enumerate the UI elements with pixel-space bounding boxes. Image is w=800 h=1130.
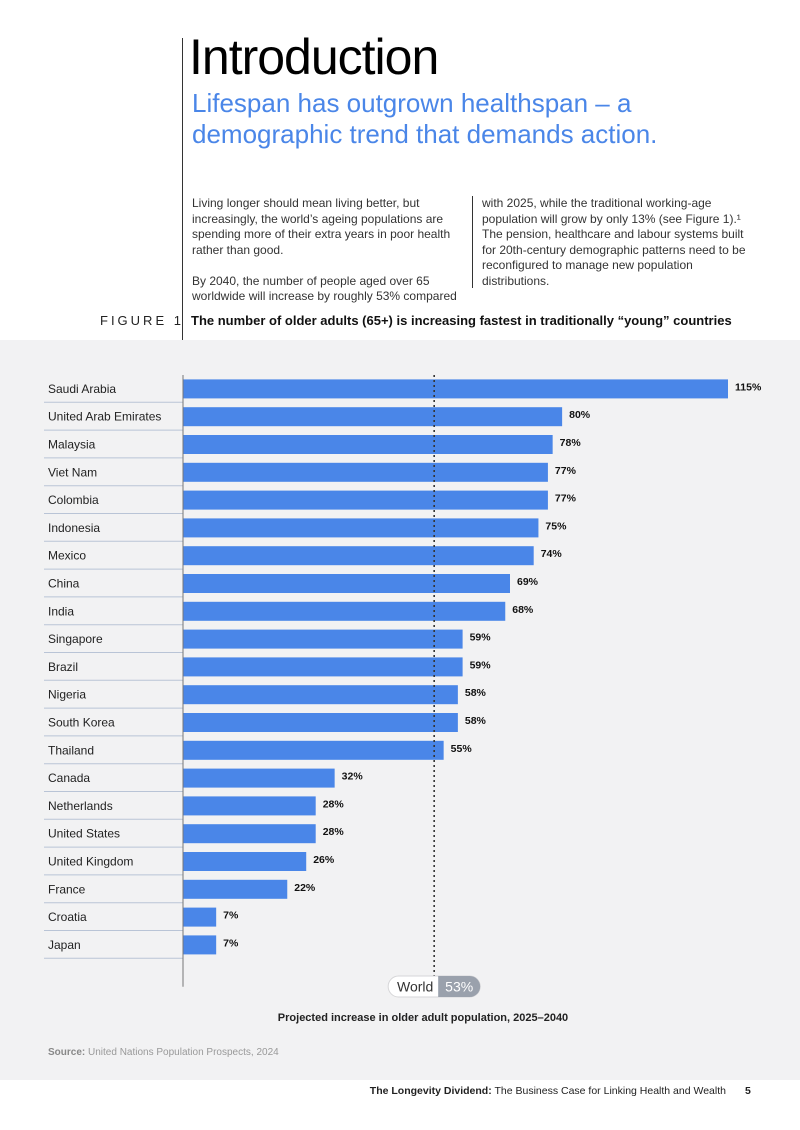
value-label: 77% bbox=[555, 465, 577, 477]
bar bbox=[183, 824, 316, 844]
value-label: 58% bbox=[465, 687, 487, 699]
category-label: Mexico bbox=[48, 549, 86, 563]
category-label: Brazil bbox=[48, 660, 78, 674]
bar bbox=[183, 879, 288, 899]
bar bbox=[183, 546, 534, 566]
bar bbox=[183, 768, 335, 788]
value-label: 69% bbox=[517, 576, 539, 588]
category-label: Indonesia bbox=[48, 521, 100, 535]
body-column-2: with 2025, while the traditional working… bbox=[472, 196, 752, 288]
source-label: Source: bbox=[48, 1047, 86, 1058]
bar bbox=[183, 490, 548, 510]
footer-title-rest: The Business Case for Linking Health and… bbox=[494, 1085, 726, 1097]
value-label: 59% bbox=[470, 659, 492, 671]
category-label: Canada bbox=[48, 771, 90, 785]
bar bbox=[183, 740, 444, 760]
world-value: 53% bbox=[445, 979, 473, 995]
body-column-1: Living longer should mean living better,… bbox=[192, 196, 467, 320]
page-number: 5 bbox=[745, 1085, 751, 1097]
value-label: 28% bbox=[323, 826, 345, 838]
bar bbox=[183, 601, 506, 621]
x-axis-label: Projected increase in older adult popula… bbox=[277, 1012, 569, 1024]
bar bbox=[183, 379, 728, 399]
world-pill-value-bg bbox=[438, 976, 481, 997]
page-title: Introduction bbox=[189, 29, 439, 85]
body-paragraph: By 2040, the number of people aged over … bbox=[192, 273, 457, 304]
category-label: India bbox=[48, 604, 74, 618]
value-label: 58% bbox=[465, 715, 487, 727]
category-label: Saudi Arabia bbox=[48, 382, 116, 396]
category-label: United Arab Emirates bbox=[48, 410, 161, 424]
category-label: South Korea bbox=[48, 716, 115, 730]
category-label: Viet Nam bbox=[48, 465, 97, 479]
source-note: Source: United Nations Population Prospe… bbox=[48, 1047, 279, 1058]
world-label: World bbox=[397, 979, 433, 995]
category-label: China bbox=[48, 577, 80, 591]
bar bbox=[183, 518, 539, 538]
figure-title: The number of older adults (65+) is incr… bbox=[191, 313, 732, 328]
bar bbox=[183, 462, 548, 482]
body-paragraph: with 2025, while the traditional working… bbox=[482, 196, 746, 288]
footer-doc-title: The Longevity Dividend: The Business Cas… bbox=[370, 1085, 726, 1097]
value-label: 22% bbox=[294, 882, 316, 894]
value-label: 74% bbox=[541, 548, 563, 560]
header-rule bbox=[182, 38, 183, 340]
value-label: 7% bbox=[223, 937, 239, 949]
footer-title-bold: The Longevity Dividend: bbox=[369, 1085, 492, 1097]
value-label: 68% bbox=[512, 604, 534, 616]
category-label: Malaysia bbox=[48, 438, 96, 452]
bar bbox=[183, 907, 217, 927]
source-text: United Nations Population Prospects, 202… bbox=[88, 1047, 279, 1058]
value-label: 26% bbox=[313, 854, 335, 866]
value-label: 77% bbox=[555, 493, 577, 505]
bar bbox=[183, 407, 563, 427]
value-label: 78% bbox=[560, 437, 582, 449]
bar bbox=[183, 574, 510, 593]
category-label: Japan bbox=[48, 938, 81, 952]
bar bbox=[183, 852, 307, 871]
bar bbox=[183, 657, 463, 677]
value-label: 55% bbox=[451, 743, 473, 755]
category-label: Netherlands bbox=[48, 799, 113, 813]
category-label: Thailand bbox=[48, 743, 94, 757]
figure-label: FIGURE 1 bbox=[100, 313, 184, 328]
value-label: 59% bbox=[470, 632, 492, 644]
category-label: France bbox=[48, 882, 86, 896]
category-label: Singapore bbox=[48, 632, 103, 646]
category-label: United Kingdom bbox=[48, 855, 133, 869]
category-label: Croatia bbox=[48, 910, 87, 924]
body-paragraph: Living longer should mean living better,… bbox=[192, 196, 451, 257]
category-label: United States bbox=[48, 827, 120, 841]
bar bbox=[183, 713, 458, 732]
value-label: 80% bbox=[569, 409, 591, 421]
category-label: Colombia bbox=[48, 493, 99, 507]
bar bbox=[183, 685, 458, 705]
value-label: 28% bbox=[323, 798, 345, 810]
bar bbox=[183, 796, 316, 816]
bar-chart: Saudi Arabia 115% United Arab Emirates 80% M… bbox=[44, 375, 762, 998]
bar bbox=[183, 629, 463, 649]
bar bbox=[183, 935, 217, 955]
bar bbox=[183, 435, 553, 454]
page-subtitle: Lifespan has outgrown healthspan – a dem… bbox=[192, 88, 658, 149]
value-label: 32% bbox=[342, 771, 364, 783]
category-label: Nigeria bbox=[48, 688, 86, 702]
value-label: 75% bbox=[545, 520, 567, 532]
value-label: 115% bbox=[735, 381, 762, 393]
value-label: 7% bbox=[223, 910, 239, 922]
